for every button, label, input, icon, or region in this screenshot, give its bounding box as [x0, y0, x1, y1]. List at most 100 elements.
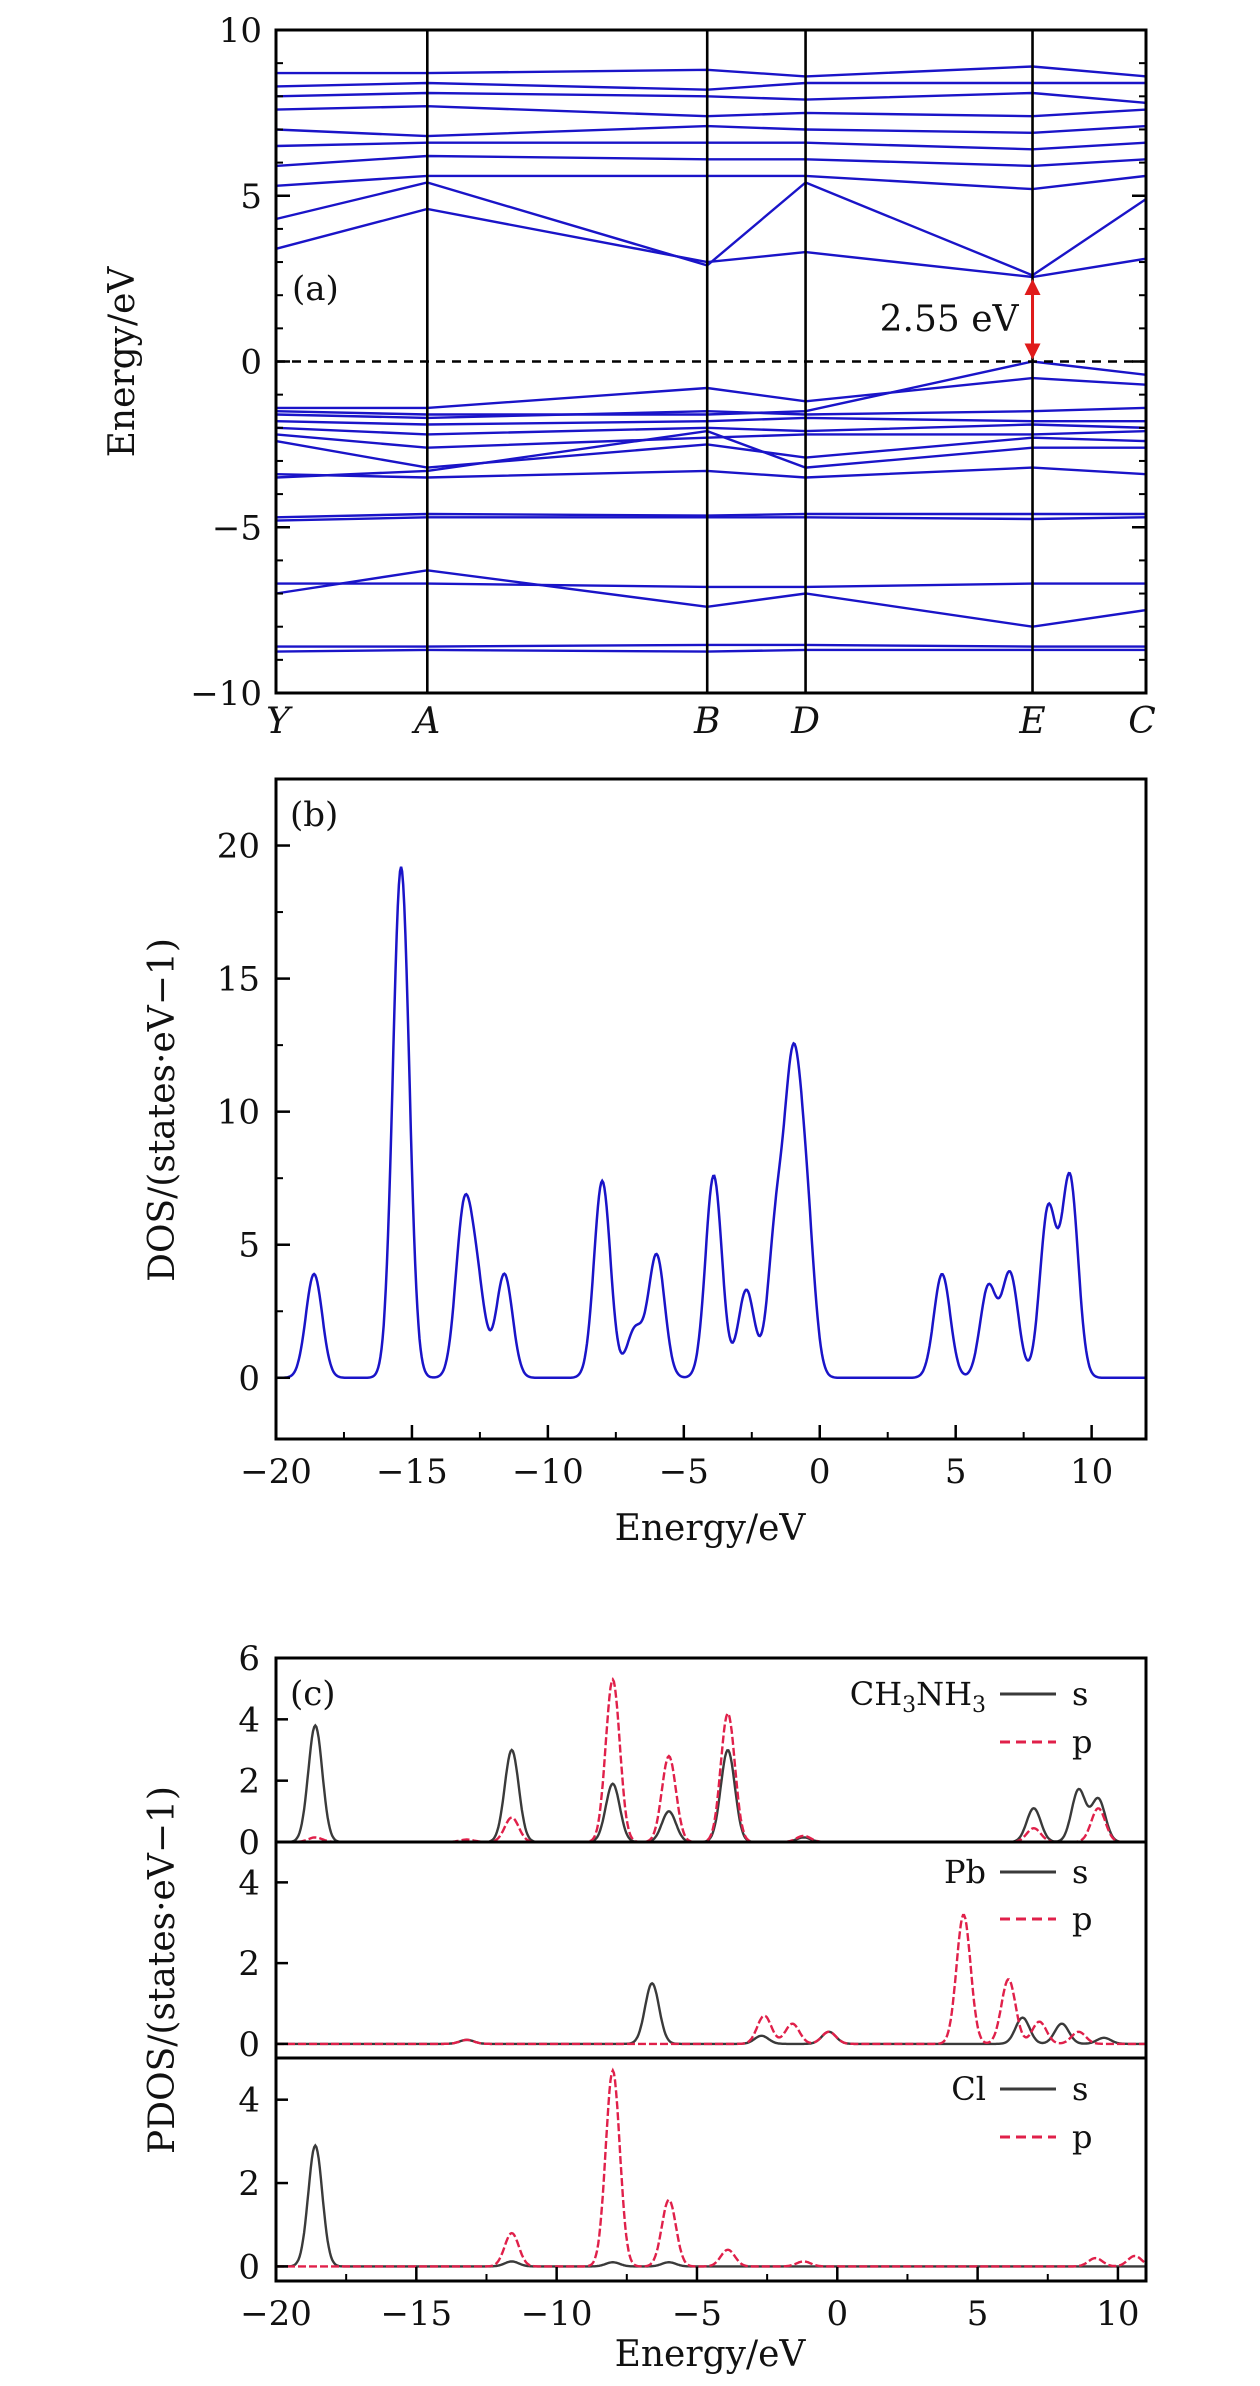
x-axis-ticks: −20 −15 −10 −5 0 5 10: [240, 2267, 1140, 2334]
band-lines: [275, 65, 1147, 653]
band-line-16: [275, 207, 1147, 279]
band-line-7: [275, 466, 1147, 479]
band-line-17: [275, 181, 1147, 277]
panel-label-c: (c): [290, 1674, 336, 1714]
legend-title-ch3nh3-sub1: 3: [902, 1693, 916, 1718]
legend-title-ch3nh3-sub2: 3: [972, 1693, 986, 1718]
pdos-curve-cl-s: [276, 2143, 1146, 2268]
kpoint-label-c: C: [1128, 701, 1156, 742]
x-tick-label: −5: [672, 2294, 722, 2334]
pdos-curve-ch3nh3-s: [276, 1723, 1146, 1844]
y-axis-ticks: 0 5 10 15 20: [217, 827, 290, 1399]
band-line-24: [275, 81, 1146, 91]
x-axis-ticks: −20 −15 −10 −5 0 5 10: [240, 1425, 1113, 1492]
y-axis-title-c: PDOS/(states·eV−1): [142, 1786, 183, 2154]
legend-label-p: p: [1072, 1900, 1092, 1938]
pdos-curve-pb-s: [276, 1981, 1146, 2046]
y-tick-label: 2: [238, 2164, 260, 2204]
band-line-8: [275, 429, 1146, 479]
x-tick-label: −10: [512, 1452, 584, 1492]
x-tick-label: 5: [967, 2294, 989, 2334]
y-tick-label: 2: [238, 1762, 260, 1802]
panel-label-b: (b): [290, 795, 338, 835]
legend-pb: Pb s p: [944, 1853, 1093, 1938]
y-tick-label: 10: [217, 1093, 260, 1133]
kpoint-label-e: E: [1018, 701, 1045, 742]
legend-title-ch3nh3-nh: NH: [916, 1675, 972, 1713]
y-tick-label: 0: [238, 1823, 260, 1863]
y-tick-label: 0: [238, 2247, 260, 2287]
legend-cl: Cl s p: [951, 2070, 1092, 2156]
band-line-12: [275, 416, 1146, 426]
y-tick-label: 20: [217, 827, 260, 867]
y-tick-label: 0: [238, 1359, 260, 1399]
x-axis-title-c: Energy/eV: [615, 2334, 807, 2375]
y-tick-label: 5: [238, 1226, 260, 1266]
band-line-19: [275, 154, 1147, 168]
dos-curve: [276, 866, 1146, 1380]
x-tick-label: 10: [1070, 1452, 1113, 1492]
y-tick-label: 15: [217, 960, 260, 1000]
band-structure-panel: 2.55 eV −10 −5 0 5 10 Y A B D E C (a) Energy/eV: [102, 11, 1156, 742]
legend-title-pb: Pb: [944, 1853, 986, 1891]
legend-label-s: s: [1072, 1853, 1088, 1891]
x-tick-label: −20: [240, 1452, 312, 1492]
band-line-25: [276, 65, 1147, 78]
y-tick-label: 2: [238, 1944, 260, 1984]
legend-title-ch3nh3: CH3NH3: [850, 1675, 986, 1718]
y-axis-ticks: −10 −5 0 5 10: [190, 11, 1146, 714]
band-line-18: [275, 174, 1147, 191]
band-line-14: [276, 376, 1147, 410]
y-tick-label: 6: [238, 1639, 260, 1679]
pdos-curve-cl-p: [276, 2067, 1147, 2268]
y-axis-title-a: Energy/eV: [102, 266, 143, 458]
y-axis-title-b: DOS/(states·eV−1): [142, 938, 183, 1282]
band-line-22: [275, 104, 1147, 118]
pdos-subplot-cl: 0 2 4: [238, 2067, 1147, 2287]
band-line-6: [275, 516, 1147, 522]
y-tick-label: −10: [190, 674, 262, 714]
band-line-1: [276, 643, 1146, 648]
legend-label-p: p: [1072, 1723, 1092, 1761]
band-line-10: [275, 429, 1147, 449]
y-tick-label: 4: [238, 2081, 260, 2121]
gap-annotation: 2.55 eV: [880, 299, 1020, 340]
y-tick-label: 10: [219, 11, 262, 51]
legend-label-s: s: [1072, 1675, 1088, 1713]
y-tick-label: 0: [238, 2025, 260, 2065]
pdos-subplot-ch3nh3: 0 2 4 6: [238, 1639, 1146, 1863]
dos-frame: [274, 777, 1148, 1441]
band-line-21: [275, 124, 1147, 138]
legend-ch3nh3: CH3NH3 s p: [850, 1675, 1093, 1761]
y-tick-label: 0: [240, 343, 262, 383]
band-line-2: [275, 648, 1146, 653]
y-tick-label: −5: [212, 508, 262, 548]
legend-label-s: s: [1072, 2070, 1088, 2108]
pdos-subplot-pb: 0 2 4: [238, 1863, 1146, 2065]
x-tick-label: −5: [659, 1452, 709, 1492]
band-line-23: [275, 91, 1147, 105]
legend-label-p: p: [1072, 2118, 1092, 2156]
pdos-curve-pb-p: [276, 1913, 1146, 2046]
y-tick-label: 5: [240, 177, 262, 217]
x-tick-label: −15: [376, 1452, 448, 1492]
kpoint-label-a: A: [411, 701, 440, 742]
band-line-4: [276, 582, 1146, 589]
y-tick-label: 4: [238, 1700, 260, 1740]
band-line-5: [275, 512, 1146, 519]
y-tick-label: 4: [238, 1863, 260, 1903]
gap-arrow-head-down: [1024, 343, 1041, 360]
pdos-panel: 0 2 4 6 0 2 4 0 2 4 −20 −15 −10 −5 0 5 10 (c) CH3NH3 …: [142, 1639, 1148, 2375]
x-tick-label: 10: [1096, 2294, 1139, 2334]
kpoint-label-y: Y: [266, 701, 293, 742]
band-line-20: [275, 141, 1147, 151]
band-line-3: [275, 569, 1147, 628]
band-line-15: [275, 360, 1147, 416]
x-tick-label: 0: [826, 2294, 848, 2334]
band-line-11: [275, 423, 1147, 436]
band-line-9: [275, 436, 1147, 469]
panel-label-a: (a): [292, 269, 339, 309]
kpoint-label-d: D: [790, 701, 820, 742]
